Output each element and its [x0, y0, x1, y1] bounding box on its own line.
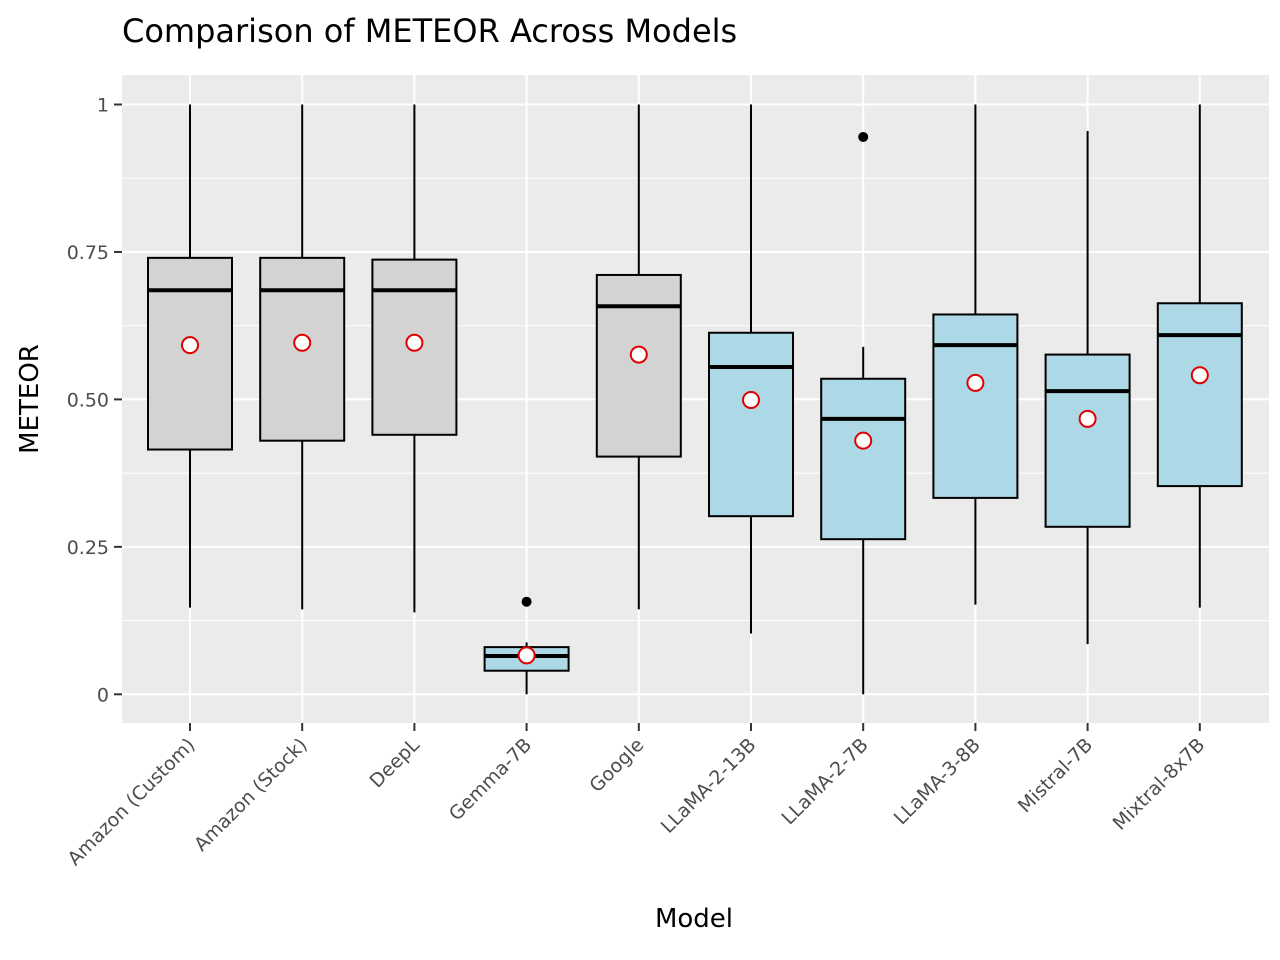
y-axis: 0 0.25 0.50 0.75 1 — [67, 95, 122, 706]
x-tick-label: DeepL — [365, 734, 424, 793]
box-group — [483, 596, 570, 695]
mean-point — [1190, 366, 1209, 385]
box-series — [147, 104, 1243, 695]
box — [595, 273, 682, 458]
outlier-point — [521, 596, 532, 607]
box-group — [820, 131, 907, 695]
y-tick-label: 1 — [97, 95, 109, 117]
box-group — [147, 104, 233, 608]
x-tick-label: Amazon (Stock) — [190, 734, 312, 856]
x-tick-label: LLaMA-2-7B — [777, 734, 872, 829]
x-tick-label: Mixtral-8x7B — [1109, 734, 1210, 835]
mean-point — [1078, 409, 1097, 428]
box — [1156, 302, 1243, 488]
x-tick-label: Gemma-7B — [445, 734, 536, 825]
box — [708, 331, 794, 518]
box-group — [1044, 131, 1131, 645]
chart-title: Comparison of METEOR Across Models — [122, 12, 737, 50]
x-tick-label: Amazon (Custom) — [63, 734, 199, 870]
y-tick-label: 0 — [97, 684, 109, 706]
x-axis: Amazon (Custom)Amazon (Stock) DeepL Gemma-… — [63, 723, 1209, 870]
x-tick-label: Google — [585, 734, 648, 797]
box — [820, 377, 907, 541]
mean-point — [854, 431, 873, 450]
box-group — [932, 104, 1019, 605]
box-group — [1156, 104, 1243, 608]
y-tick-label: 0.25 — [67, 537, 109, 559]
mean-point — [742, 390, 760, 409]
mean-point — [517, 646, 536, 665]
mean-point — [966, 373, 985, 392]
mean-point — [629, 345, 648, 364]
box-group — [595, 104, 682, 610]
mean-point — [293, 333, 312, 352]
box-group — [708, 104, 794, 634]
box-group — [371, 104, 458, 613]
mean-point — [181, 336, 199, 355]
x-tick-label: LLaMA-3-8B — [890, 734, 985, 829]
y-axis-title: METEOR — [15, 344, 45, 454]
box — [932, 313, 1019, 499]
x-tick-label: LLaMA-2-13B — [657, 734, 761, 838]
box-group — [259, 104, 346, 610]
x-tick-label: Mistral-7B — [1014, 734, 1097, 817]
outlier-point — [858, 131, 869, 142]
y-tick-label: 0.50 — [67, 389, 109, 411]
x-axis-title: Model — [655, 904, 733, 934]
y-tick-label: 0.75 — [67, 242, 109, 264]
box — [1044, 353, 1131, 528]
mean-point — [405, 333, 424, 352]
